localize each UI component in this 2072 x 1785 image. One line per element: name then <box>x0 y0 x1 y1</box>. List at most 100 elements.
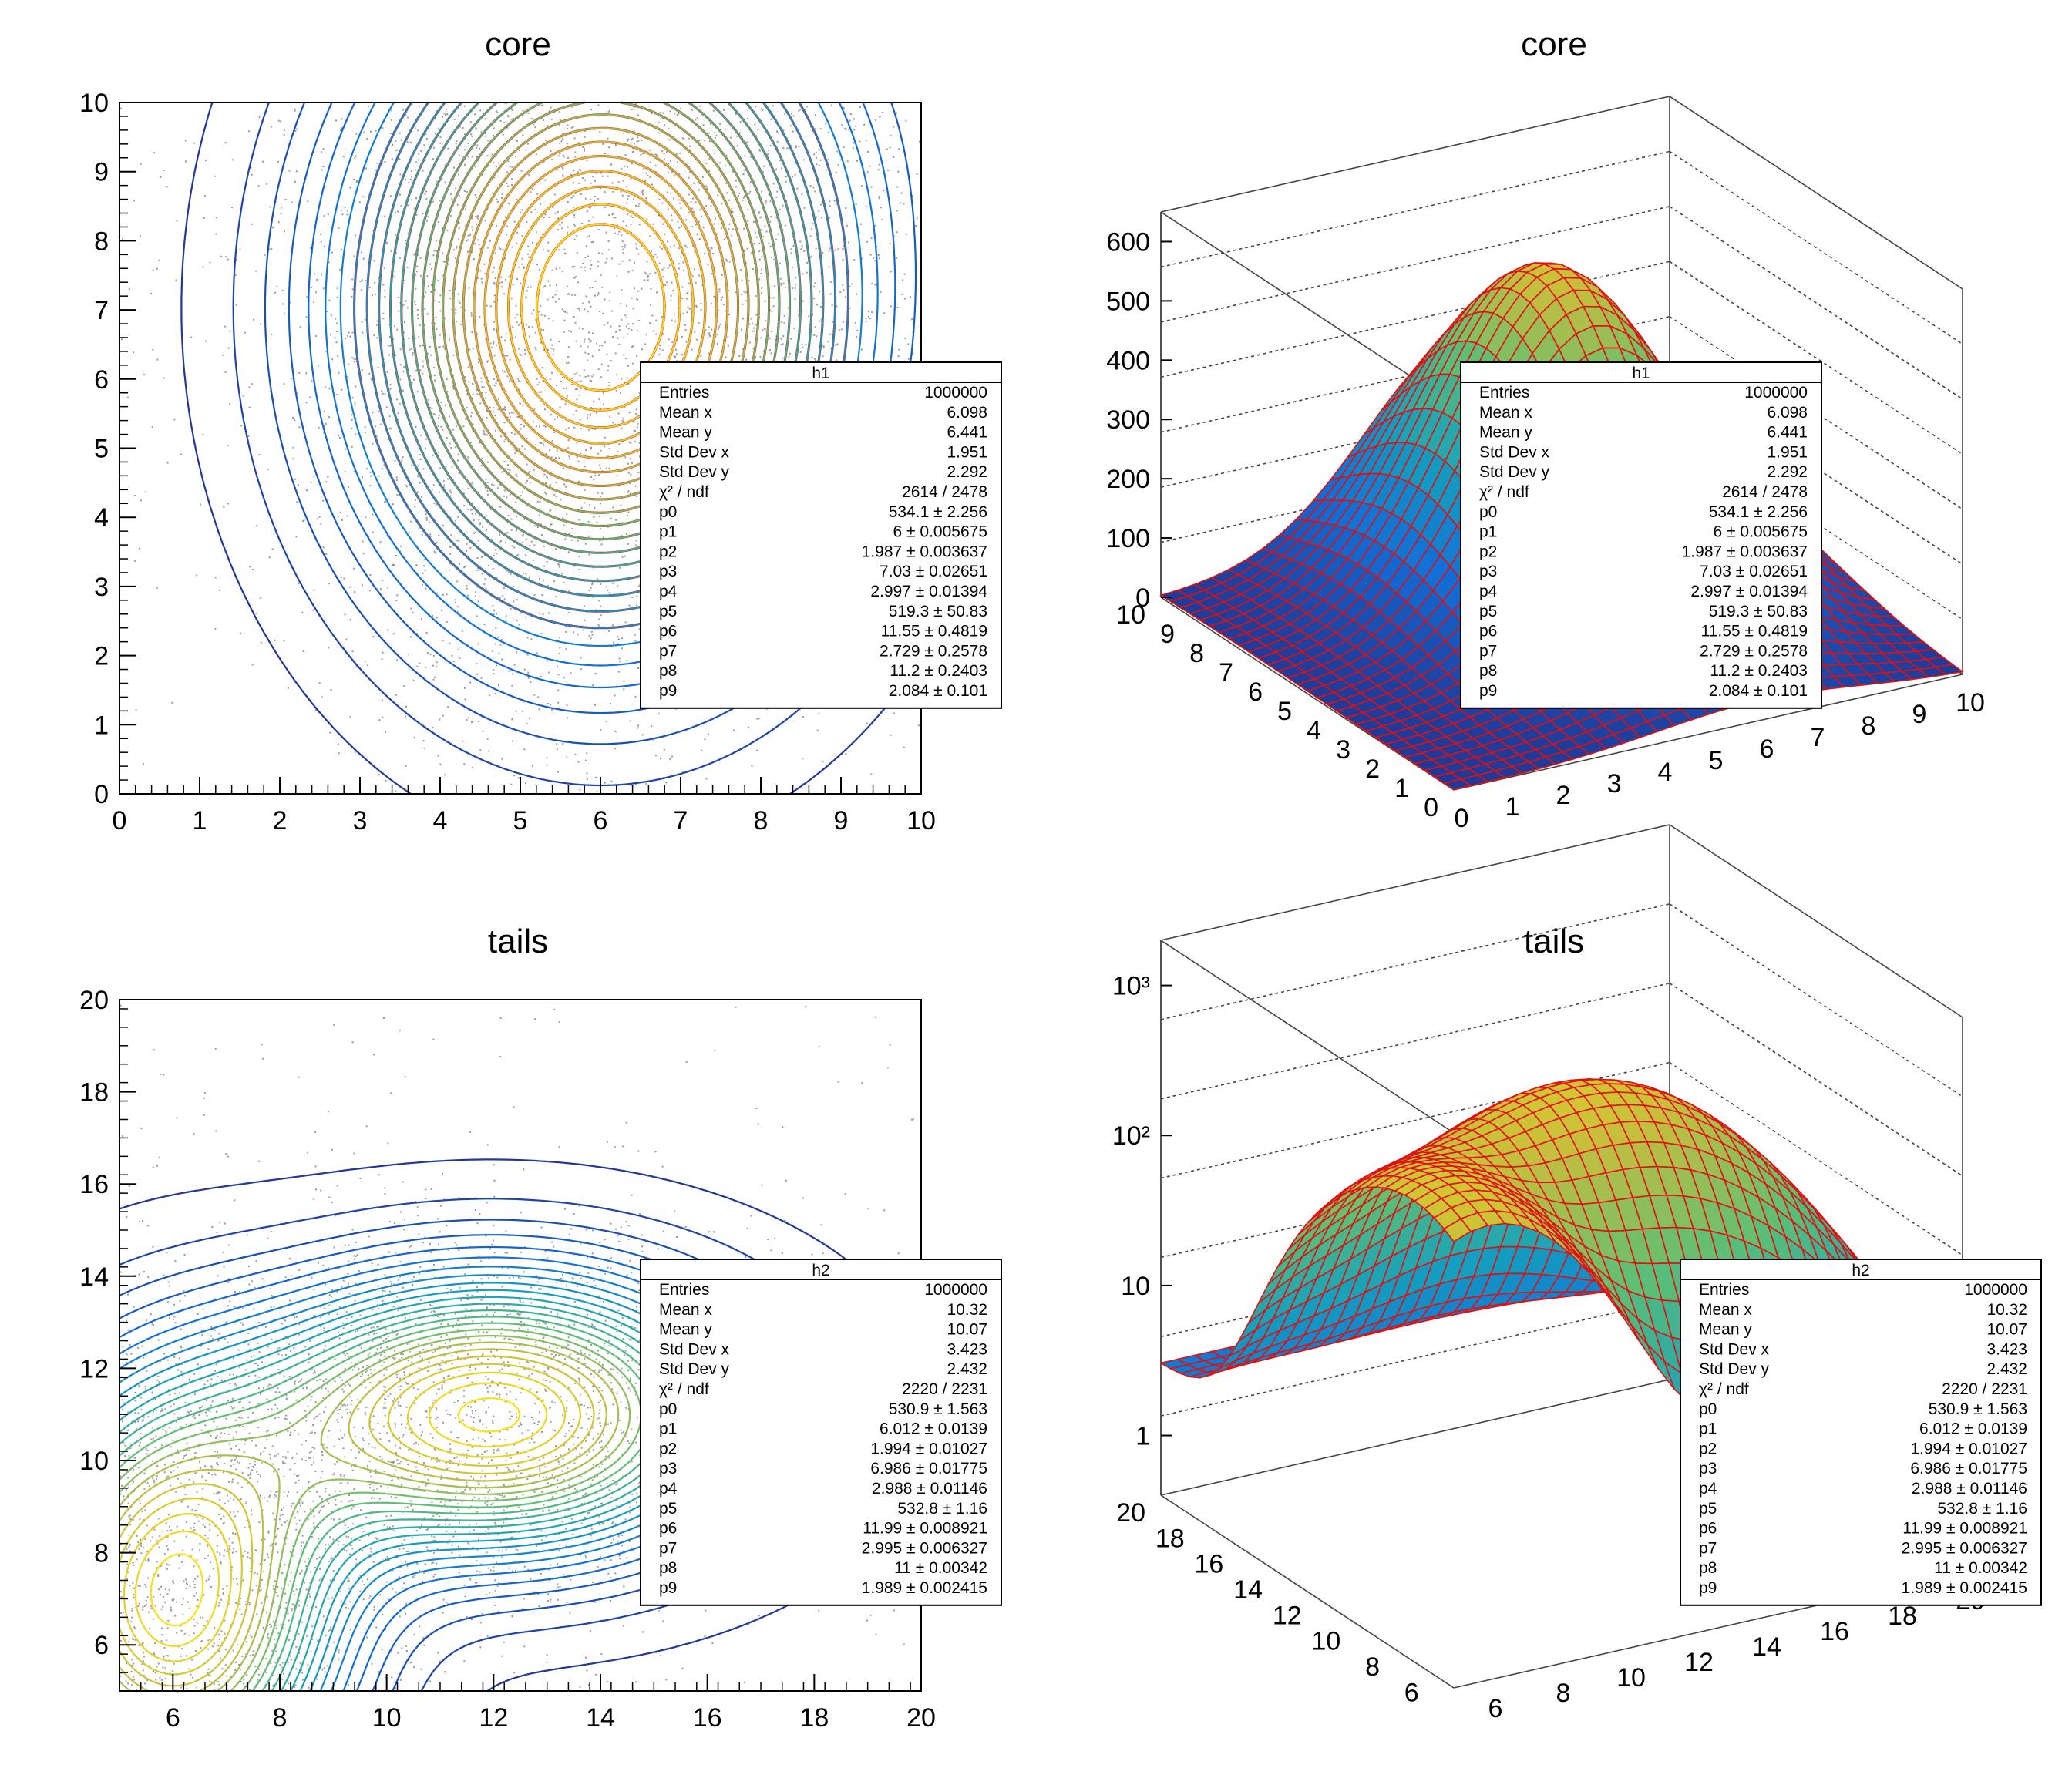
stats-label: p4 <box>659 583 678 600</box>
contour-line <box>119 1348 607 1693</box>
stats-label: p9 <box>659 682 677 700</box>
stats-label: p4 <box>659 1480 678 1498</box>
stats-value: 6.012 ± 0.0139 <box>880 1420 987 1438</box>
z-tick-label: 0 <box>1135 583 1150 613</box>
stats-label: p7 <box>659 1539 677 1557</box>
x-tick-label: 6 <box>594 806 608 835</box>
stats-value: 3.423 <box>1986 1340 2027 1358</box>
stats-frame <box>1460 361 1822 709</box>
y-tick-label: 1 <box>1394 774 1409 803</box>
box-edge <box>1160 1379 1670 1496</box>
stats-label: p3 <box>659 1460 677 1477</box>
stats-label: p4 <box>1699 1480 1717 1498</box>
box-edge <box>1160 211 1455 405</box>
contour-line <box>123 1371 567 1662</box>
stats-frame <box>640 1259 1002 1606</box>
stats-value: 11 ± 0.00342 <box>894 1559 987 1577</box>
x-tick-label: 4 <box>433 806 448 835</box>
stats-label: χ² / ndf <box>659 483 709 501</box>
contour-line <box>119 1328 642 1692</box>
stats-label: p3 <box>1479 563 1497 580</box>
x-tick-label: 6 <box>1488 1694 1503 1723</box>
x-axis-line <box>1453 674 1963 791</box>
contour-line <box>119 1355 595 1687</box>
stats-value: 1000000 <box>924 1281 987 1299</box>
x-tick-label: 20 <box>906 1703 936 1733</box>
stats-value: 11.55 ± 0.4819 <box>881 623 987 640</box>
stats-label: Std Dev x <box>1479 443 1550 461</box>
panel-tails-surface: tails 11010²10³6810121416182068101214161… <box>1112 824 2042 1723</box>
grid-line <box>1160 903 1670 1020</box>
stats-label: p2 <box>659 543 677 560</box>
stats-value: 1000000 <box>1964 1281 2027 1299</box>
x-tick-label: 3 <box>1607 769 1622 798</box>
stats-label: p1 <box>1479 523 1497 541</box>
stats-label: Mean x <box>659 404 712 422</box>
stats-value: 1.989 ± 0.002415 <box>862 1579 987 1597</box>
x-tick-label: 8 <box>1556 1679 1571 1708</box>
stats-value: 3.423 <box>947 1340 987 1358</box>
stats-label: Mean x <box>1479 404 1532 422</box>
z-tick-label: 1 <box>1135 1422 1150 1451</box>
stats-value: 1000000 <box>924 384 987 402</box>
stats-label: p2 <box>1479 543 1497 560</box>
x-tick-label: 10 <box>906 806 936 835</box>
stats-label: p6 <box>659 623 677 640</box>
stats-value: 1.994 ± 0.01027 <box>870 1440 987 1457</box>
x-tick-label: 16 <box>1820 1617 1849 1646</box>
panel-core-contour: core 0 1 2 3 4 5 6 7 8 9 10 0 1 2 3 4 5 6 7 8 9 10 h1 Entries 1… <box>79 25 1002 835</box>
stats-label: Entries <box>1479 384 1529 402</box>
stats-label: Mean y <box>659 424 712 442</box>
y-tick-label: 6 <box>94 365 109 395</box>
grid-line <box>1160 150 1670 268</box>
stats-label: p8 <box>659 1559 677 1577</box>
grid-line <box>1669 1061 1963 1256</box>
x-tick-label: 0 <box>1455 804 1469 833</box>
stats-label: Std Dev y <box>1479 463 1550 481</box>
stats-value: 2.997 ± 0.01394 <box>870 583 987 600</box>
stats-value: 6.098 <box>1767 404 1808 422</box>
y-tick-label: 14 <box>1233 1575 1263 1605</box>
stats-value: 1.987 ± 0.003637 <box>1682 543 1808 560</box>
stats-box: h2 Entries 1000000 Mean x 10.32 Mean y 10.07 St… <box>640 1259 1002 1606</box>
stats-label: p7 <box>1479 642 1497 660</box>
stats-label: p8 <box>659 662 677 680</box>
stats-frame <box>1680 1259 2042 1606</box>
stats-value: 11.99 ± 0.008921 <box>1902 1520 2027 1538</box>
stats-value: 6.441 <box>947 424 987 442</box>
stats-label: Std Dev y <box>659 463 730 481</box>
contour-line <box>134 1382 548 1647</box>
stats-value: 6.012 ± 0.0139 <box>1919 1420 2027 1438</box>
stats-label: Std Dev y <box>1699 1360 1770 1378</box>
stats-value: 530.9 ± 1.563 <box>1929 1400 2027 1418</box>
contour-line <box>150 1397 521 1627</box>
stats-label: p6 <box>1699 1520 1717 1538</box>
stats-label: Mean y <box>1699 1321 1752 1339</box>
stats-box: h1 Entries 1000000 Mean x 6.098 Mean y 6.441 St… <box>640 361 1002 709</box>
contour-line <box>119 1335 631 1692</box>
stats-label: p1 <box>1699 1420 1717 1438</box>
grid-line <box>1669 206 1963 400</box>
x-tick-label: 10 <box>1956 688 1985 718</box>
x-tick-label: 12 <box>1684 1648 1714 1677</box>
stats-label: p5 <box>1479 603 1497 620</box>
stats-value: 2.997 ± 0.01394 <box>1690 583 1808 600</box>
stats-value: 530.9 ± 1.563 <box>889 1400 987 1418</box>
stats-name: h2 <box>1852 1262 1869 1279</box>
stats-value: 6.986 ± 0.01775 <box>870 1460 987 1477</box>
stats-label: p6 <box>659 1520 677 1538</box>
x-tick-label: 14 <box>586 1703 615 1733</box>
y-tick-label: 14 <box>79 1262 109 1292</box>
stats-label: Std Dev x <box>659 1340 730 1358</box>
stats-label: p1 <box>659 1420 677 1438</box>
stats-frame <box>640 361 1002 709</box>
panel-title: tails <box>488 923 548 960</box>
stats-label: p0 <box>1479 503 1497 521</box>
z-tick-label: 200 <box>1106 465 1150 494</box>
z-tick-label: 10² <box>1112 1121 1150 1151</box>
z-tick-label: 500 <box>1106 287 1150 316</box>
y-tick-label: 2 <box>1365 755 1380 784</box>
y-axis-line <box>1160 1494 1455 1689</box>
y-tick-label: 1 <box>94 711 109 740</box>
stats-value: 2.988 ± 0.01146 <box>872 1480 987 1498</box>
